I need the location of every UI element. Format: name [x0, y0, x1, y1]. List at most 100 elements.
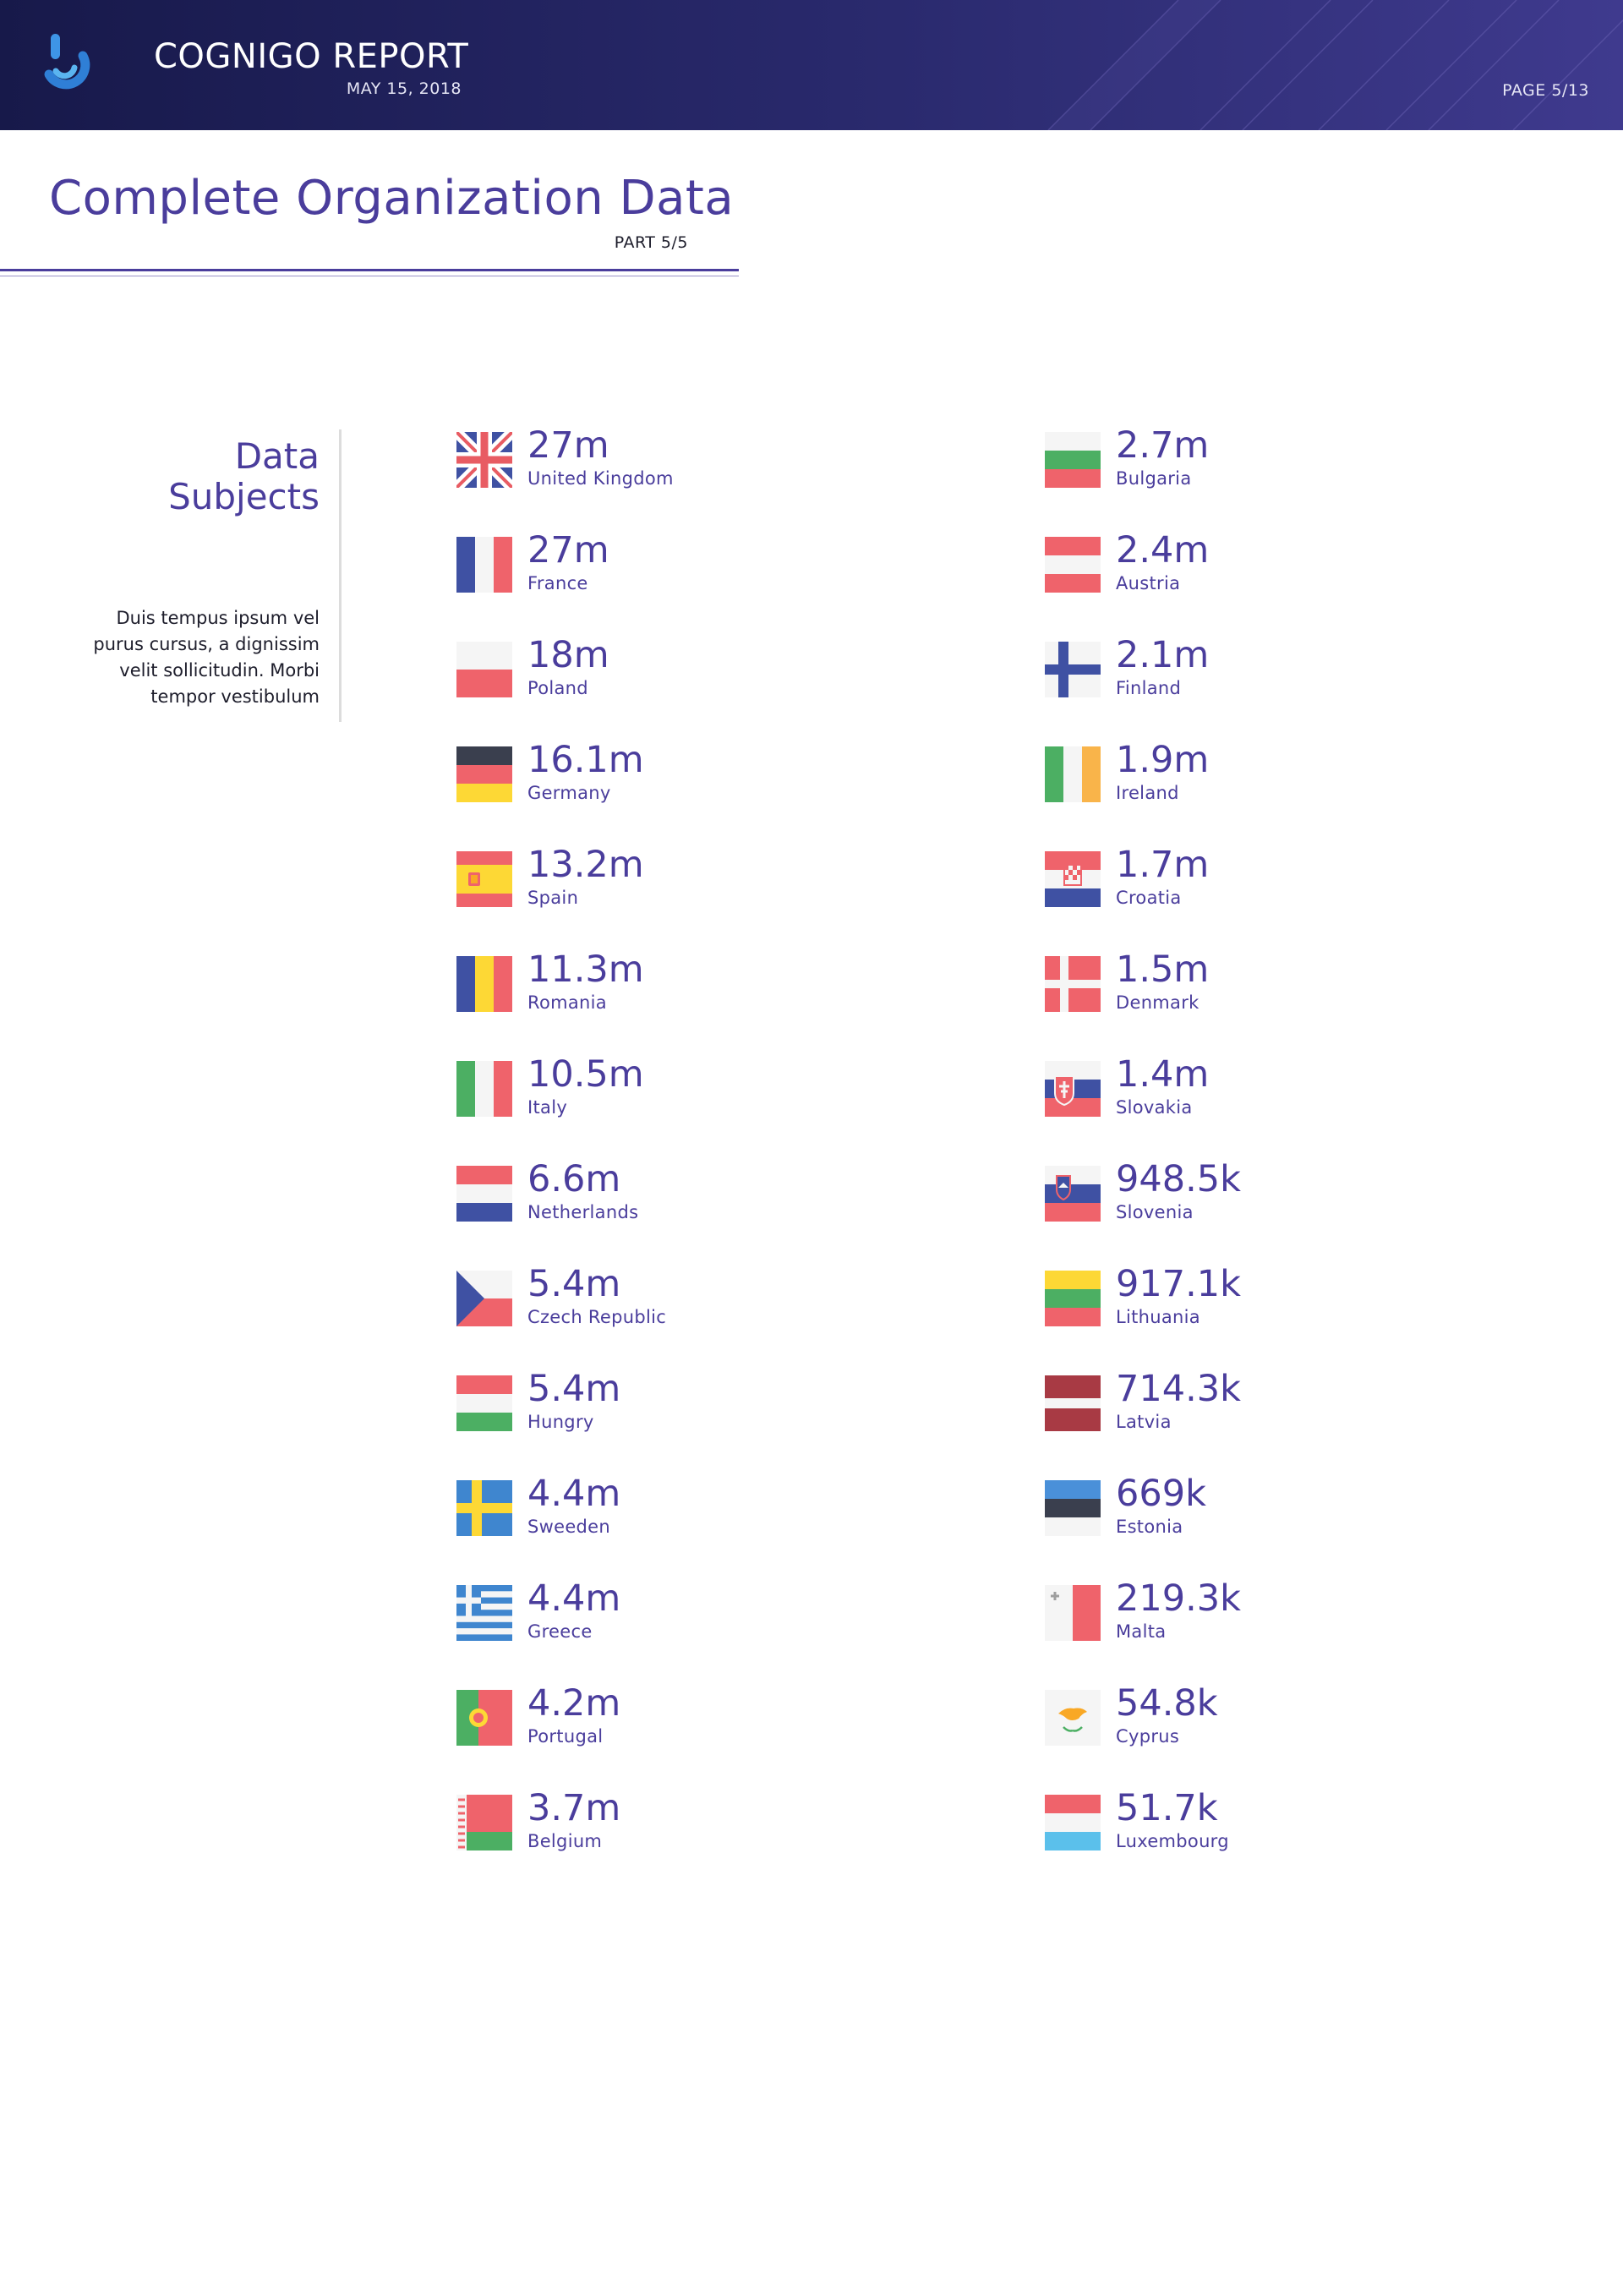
- latvia-flag-icon: [1045, 1375, 1101, 1431]
- country-name: Portugal: [527, 1726, 604, 1747]
- sidebar-divider: [339, 429, 342, 722]
- country-value: 5.4m: [527, 1368, 621, 1410]
- country-value: 3.7m: [527, 1787, 621, 1829]
- country-value: 5.4m: [527, 1263, 621, 1305]
- description-line: tempor vestibulum: [150, 686, 320, 707]
- country-name: Sweeden: [527, 1517, 611, 1537]
- page-part: PART 5/5: [614, 233, 688, 252]
- romania-flag-icon: [456, 956, 512, 1012]
- portugal-flag-icon: [456, 1690, 512, 1746]
- country-value: 4.4m: [527, 1577, 621, 1620]
- belarus-flag-icon: [456, 1795, 512, 1850]
- country-name: Hungry: [527, 1412, 594, 1432]
- section-heading: Data Subjects: [85, 436, 320, 517]
- country-name: Spain: [527, 888, 579, 908]
- slovenia-flag-icon: [1045, 1166, 1101, 1222]
- finland-flag-icon: [1045, 642, 1101, 697]
- country-name: Ireland: [1116, 783, 1179, 803]
- country-name: Netherlands: [527, 1202, 639, 1222]
- country-name: Croatia: [1116, 888, 1182, 908]
- ireland-flag-icon: [1045, 746, 1101, 802]
- uk-flag-icon: [456, 432, 512, 488]
- country-name: Austria: [1116, 573, 1181, 593]
- greece-flag-icon: [456, 1585, 512, 1641]
- estonia-flag-icon: [1045, 1480, 1101, 1536]
- country-value: 669k: [1116, 1473, 1206, 1515]
- country-value: 11.3m: [527, 948, 644, 991]
- hungary-flag-icon: [456, 1375, 512, 1431]
- country-name: Latvia: [1116, 1412, 1172, 1432]
- country-name: Malta: [1116, 1621, 1167, 1642]
- country-value: 1.4m: [1116, 1053, 1210, 1096]
- spain-flag-icon: [456, 851, 512, 907]
- country-name: Estonia: [1116, 1517, 1183, 1537]
- country-name: Bulgaria: [1116, 468, 1192, 489]
- report-title: COGNIGO REPORT: [154, 37, 469, 76]
- country-name: Italy: [527, 1097, 568, 1118]
- country-value: 16.1m: [527, 739, 644, 781]
- country-value: 2.7m: [1116, 424, 1210, 467]
- country-name: Slovakia: [1116, 1097, 1193, 1118]
- country-name: Czech Republic: [527, 1307, 667, 1327]
- country-value: 27m: [527, 424, 609, 467]
- page-number: PAGE 5/13: [1502, 81, 1589, 100]
- country-name: United Kingdom: [527, 468, 674, 489]
- country-value: 948.5k: [1116, 1158, 1242, 1200]
- country-value: 6.6m: [527, 1158, 621, 1200]
- netherlands-flag-icon: [456, 1166, 512, 1222]
- country-name: Belgium: [527, 1831, 603, 1851]
- country-value: 13.2m: [527, 844, 644, 886]
- czech-flag-icon: [456, 1271, 512, 1326]
- country-name: Poland: [527, 678, 588, 698]
- france-flag-icon: [456, 537, 512, 593]
- page-title: Complete Organization Data: [49, 171, 735, 226]
- country-value: 10.5m: [527, 1053, 644, 1096]
- country-value: 714.3k: [1116, 1368, 1242, 1410]
- country-value: 2.1m: [1116, 634, 1210, 676]
- poland-flag-icon: [456, 642, 512, 697]
- austria-flag-icon: [1045, 537, 1101, 593]
- country-name: Cyprus: [1116, 1726, 1180, 1747]
- country-value: 4.4m: [527, 1473, 621, 1515]
- country-name: Denmark: [1116, 992, 1199, 1013]
- report-header: COGNIGO REPORT MAY 15, 2018 PAGE 5/13: [0, 0, 1623, 130]
- cognigo-logo-icon: [44, 34, 90, 90]
- luxembourg-flag-icon: [1045, 1795, 1101, 1850]
- description-line: velit sollicitudin. Morbi: [119, 660, 320, 681]
- country-value: 1.5m: [1116, 948, 1210, 991]
- country-name: France: [527, 573, 588, 593]
- cyprus-flag-icon: [1045, 1690, 1101, 1746]
- sweden-flag-icon: [456, 1480, 512, 1536]
- description-line: purus cursus, a dignissim: [93, 634, 320, 654]
- country-value: 18m: [527, 634, 609, 676]
- section-heading-line: Data: [234, 435, 320, 477]
- denmark-flag-icon: [1045, 956, 1101, 1012]
- country-value: 51.7k: [1116, 1787, 1218, 1829]
- country-value: 1.9m: [1116, 739, 1210, 781]
- country-name: Finland: [1116, 678, 1182, 698]
- malta-flag-icon: [1045, 1585, 1101, 1641]
- title-divider: [0, 269, 739, 271]
- italy-flag-icon: [456, 1061, 512, 1117]
- section-description: Duis tempus ipsum vel purus cursus, a di…: [76, 605, 320, 710]
- country-value: 27m: [527, 529, 609, 571]
- description-line: Duis tempus ipsum vel: [116, 608, 320, 628]
- header-stripes-decoration: [1047, 0, 1623, 130]
- germany-flag-icon: [456, 746, 512, 802]
- section-heading-line: Subjects: [168, 476, 320, 517]
- country-name: Greece: [527, 1621, 593, 1642]
- country-name: Luxembourg: [1116, 1831, 1229, 1851]
- country-name: Romania: [527, 992, 607, 1013]
- country-value: 917.1k: [1116, 1263, 1242, 1305]
- country-value: 4.2m: [527, 1682, 621, 1725]
- country-value: 1.7m: [1116, 844, 1210, 886]
- country-name: Lithuania: [1116, 1307, 1200, 1327]
- lithuania-flag-icon: [1045, 1271, 1101, 1326]
- country-name: Slovenia: [1116, 1202, 1194, 1222]
- country-value: 219.3k: [1116, 1577, 1242, 1620]
- country-value: 54.8k: [1116, 1682, 1218, 1725]
- slovakia-flag-icon: [1045, 1061, 1101, 1117]
- country-value: 2.4m: [1116, 529, 1210, 571]
- report-date: MAY 15, 2018: [346, 79, 462, 98]
- croatia-flag-icon: [1045, 851, 1101, 907]
